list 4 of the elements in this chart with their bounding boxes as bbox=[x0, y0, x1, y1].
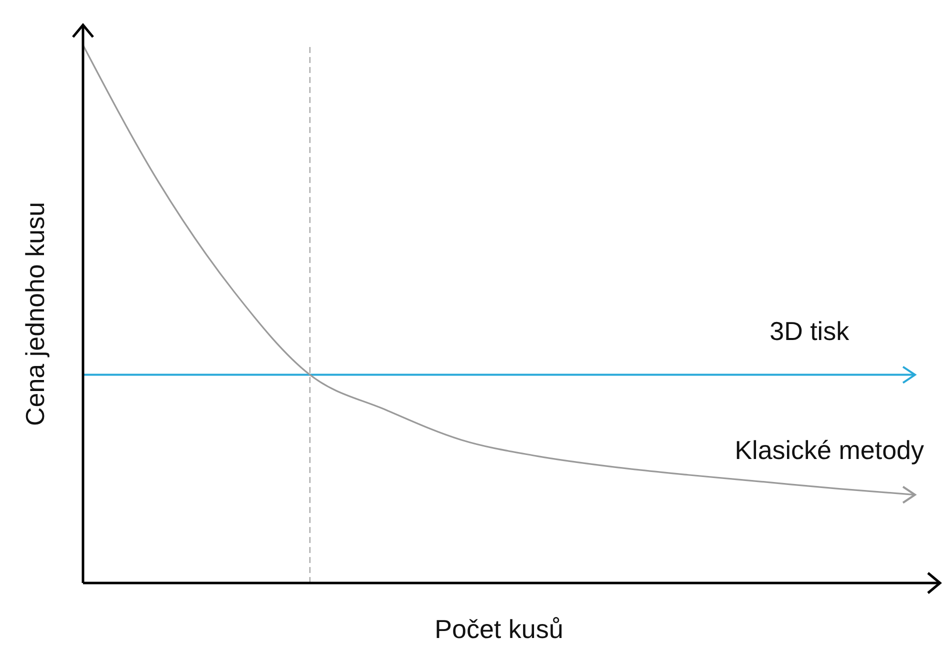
series-label: 3D tisk bbox=[770, 316, 850, 346]
y-axis-title: Cena jednoho kusu bbox=[20, 202, 50, 426]
series-label: Klasické metody bbox=[734, 434, 924, 465]
x-axis-title: Počet kusů bbox=[434, 614, 564, 644]
